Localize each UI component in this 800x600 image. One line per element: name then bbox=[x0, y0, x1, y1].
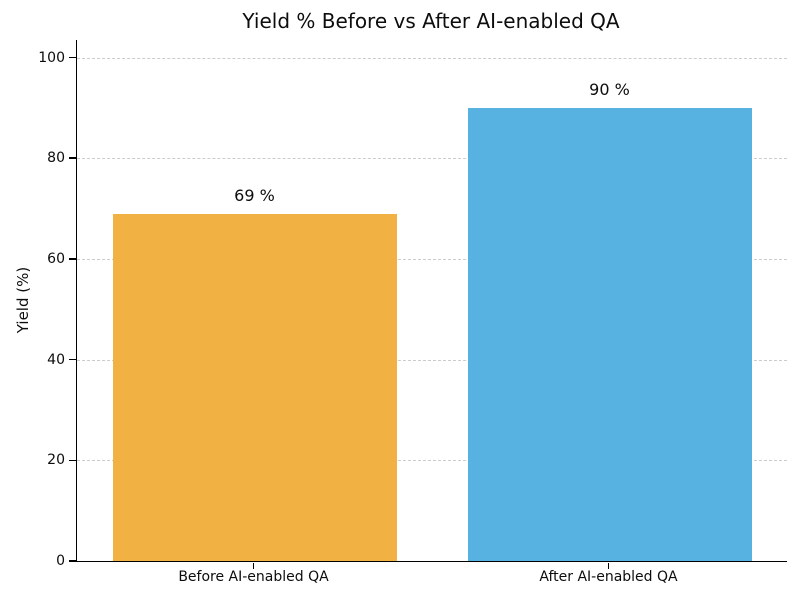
x-tick-mark-1 bbox=[607, 562, 610, 569]
y-tick-mark-20 bbox=[69, 459, 76, 462]
gridline-y80 bbox=[77, 158, 787, 160]
gridline-y20 bbox=[77, 460, 787, 462]
bar-value-label-1: 90 % bbox=[589, 79, 630, 99]
y-tick-label-0: 0 bbox=[56, 553, 65, 569]
y-tick-mark-80 bbox=[69, 157, 76, 160]
gridline-y100 bbox=[77, 57, 787, 59]
gridline-y40 bbox=[77, 359, 787, 361]
bar-1 bbox=[467, 107, 752, 561]
plot-area: 69 % 90 % bbox=[76, 40, 787, 562]
y-tick-mark-0 bbox=[69, 560, 76, 562]
bar-value-label-0: 69 % bbox=[234, 185, 275, 205]
y-tick-label-40: 40 bbox=[47, 351, 65, 368]
y-tick-mark-60 bbox=[69, 258, 76, 260]
y-tick-label-60: 60 bbox=[47, 250, 65, 267]
bar-0 bbox=[112, 213, 397, 561]
y-tick-label-20: 20 bbox=[47, 452, 65, 469]
gridline-y60 bbox=[77, 258, 787, 260]
chart-title: Yield % Before vs After AI-enabled QA bbox=[242, 9, 620, 33]
y-tick-label-80: 80 bbox=[47, 150, 65, 167]
y-tick-mark-40 bbox=[69, 358, 76, 361]
y-axis-label: Yield (%) bbox=[14, 266, 32, 334]
x-tick-label-0: Before AI-enabled QA bbox=[178, 569, 329, 585]
y-tick-label-100: 100 bbox=[38, 49, 65, 66]
x-tick-mark-0 bbox=[252, 562, 255, 569]
x-tick-label-1: After AI-enabled QA bbox=[539, 569, 678, 585]
y-tick-mark-100 bbox=[69, 56, 76, 59]
